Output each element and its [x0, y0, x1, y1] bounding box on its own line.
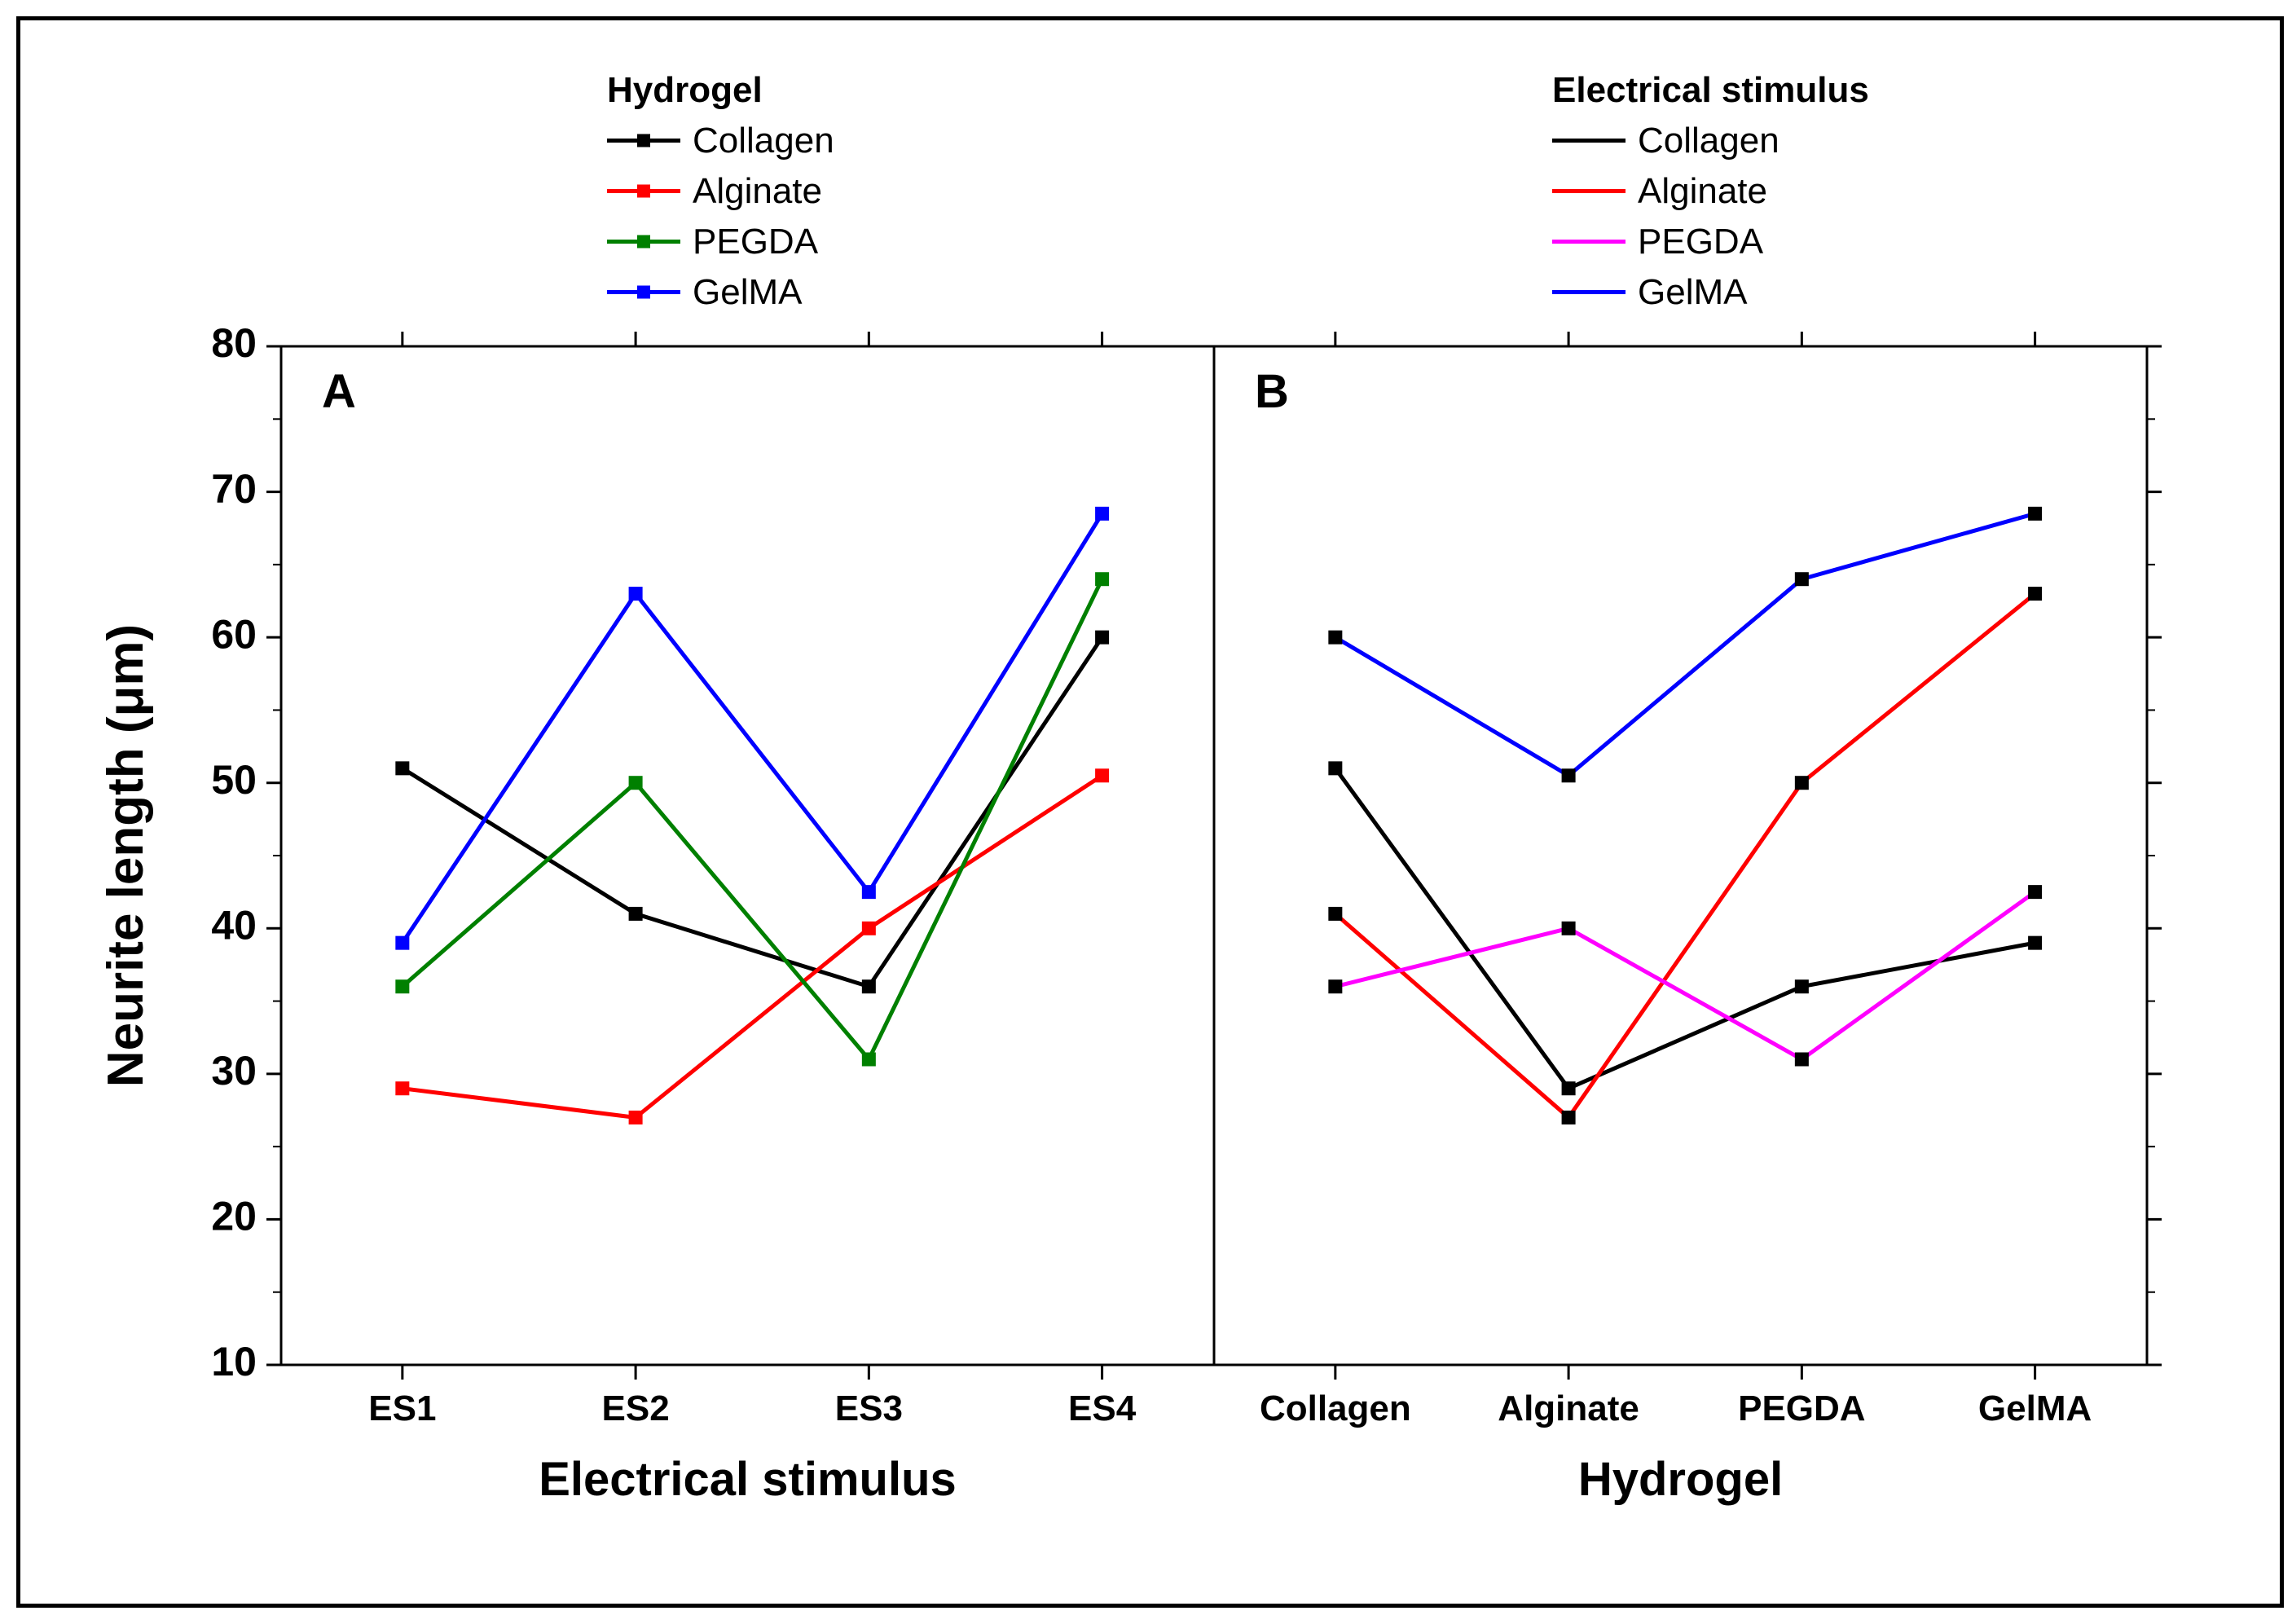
series-marker	[1329, 980, 1342, 993]
series-marker	[2029, 588, 2042, 601]
series-marker	[1562, 1082, 1575, 1095]
series-marker	[1329, 762, 1342, 775]
series-marker	[2029, 936, 2042, 949]
x-axis-label: Hydrogel	[1578, 1453, 1783, 1506]
series-marker	[629, 777, 642, 790]
series-line	[1335, 768, 2035, 1089]
series-marker	[396, 1082, 409, 1095]
x-tick-label: ES1	[368, 1389, 436, 1428]
x-axis-label: Electrical stimulus	[539, 1453, 957, 1506]
series-marker	[2029, 507, 2042, 520]
series-marker	[862, 980, 875, 993]
series-marker	[1562, 922, 1575, 935]
series-marker	[1096, 631, 1109, 644]
series-marker	[396, 980, 409, 993]
y-tick-label: 10	[211, 1339, 257, 1384]
x-tick-label: GelMA	[1978, 1389, 2092, 1428]
series-marker	[396, 936, 409, 949]
series-marker	[1096, 573, 1109, 586]
y-tick-label: 60	[211, 611, 257, 657]
series-marker	[862, 922, 875, 935]
y-tick-label: 50	[211, 757, 257, 803]
series-marker	[1096, 769, 1109, 782]
series-marker	[1795, 1053, 1808, 1066]
series-marker	[1562, 769, 1575, 782]
series-line	[403, 579, 1102, 1059]
series-marker	[1329, 631, 1342, 644]
y-tick-label: 20	[211, 1194, 257, 1239]
legend-marker	[637, 184, 650, 197]
legend-label: Collagen	[1638, 121, 1779, 161]
figure-frame: 10 20 30 40 50 60 70 80 Neurite length (μm) ES1 ES…	[16, 16, 2284, 1608]
y-tick-label: 30	[211, 1048, 257, 1094]
y-tick-label: 80	[211, 320, 257, 366]
series-line	[403, 513, 1102, 943]
legend-marker	[637, 134, 650, 147]
legend-title: Hydrogel	[607, 70, 763, 110]
series-marker	[862, 886, 875, 899]
series-marker	[2029, 886, 2042, 899]
x-tick-label: Collagen	[1260, 1389, 1411, 1428]
legend-label: PEGDA	[693, 222, 819, 262]
legend-marker	[637, 235, 650, 248]
panel-letter: A	[322, 365, 356, 418]
y-axis-label: Neurite length (μm)	[98, 624, 154, 1087]
series-marker	[1096, 507, 1109, 520]
series-marker	[629, 1111, 642, 1124]
y-tick-label: 40	[211, 902, 257, 948]
series-marker	[1329, 907, 1342, 920]
series-line	[403, 776, 1102, 1118]
legend-label: Collagen	[693, 121, 834, 161]
x-tick-label: ES2	[602, 1389, 670, 1428]
series-marker	[1795, 573, 1808, 586]
legend-label: GelMA	[693, 272, 803, 312]
legend-title: Electrical stimulus	[1552, 70, 1869, 110]
series-marker	[1562, 1111, 1575, 1124]
series-line	[1335, 892, 2035, 1059]
series-marker	[396, 762, 409, 775]
x-tick-label: ES3	[835, 1389, 903, 1428]
series-line	[1335, 513, 2035, 775]
x-tick-label: Alginate	[1498, 1389, 1639, 1428]
series-marker	[1795, 777, 1808, 790]
series-marker	[629, 907, 642, 920]
series-marker	[1795, 980, 1808, 993]
x-tick-label: PEGDA	[1738, 1389, 1865, 1428]
chart-svg: 10 20 30 40 50 60 70 80 Neurite length (μm) ES1 ES…	[20, 20, 2280, 1604]
series-marker	[629, 588, 642, 601]
legend-label: Alginate	[693, 171, 822, 211]
panel-letter: B	[1255, 365, 1289, 418]
legend-label: GelMA	[1638, 272, 1748, 312]
x-tick-label: ES4	[1068, 1389, 1137, 1428]
legend-marker	[637, 285, 650, 298]
series-marker	[862, 1053, 875, 1066]
legend-label: PEGDA	[1638, 222, 1764, 262]
legend-label: Alginate	[1638, 171, 1767, 211]
y-tick-label: 70	[211, 466, 257, 512]
series-line	[403, 637, 1102, 987]
